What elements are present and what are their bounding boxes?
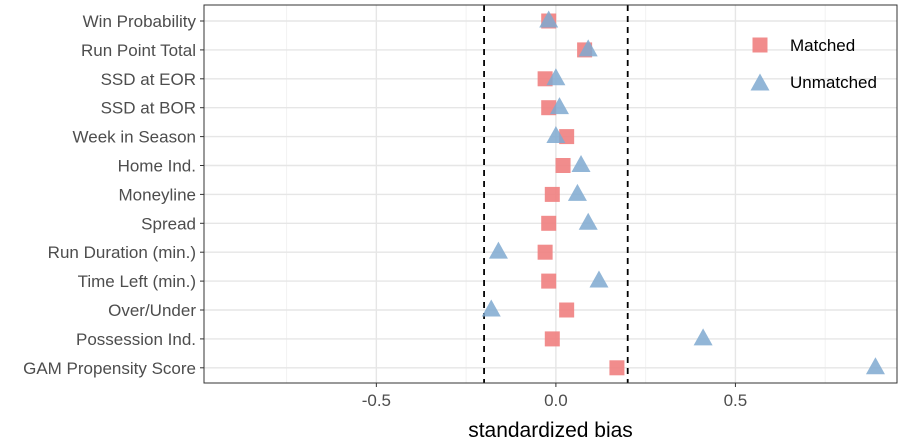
legend-label: Unmatched xyxy=(790,73,877,92)
y-tick-label: Week in Season xyxy=(73,128,196,147)
x-axis-ticks: -0.5 0.0 0.5 xyxy=(362,383,748,410)
y-tick-label: Spread xyxy=(141,214,196,233)
legend-key-unmatched xyxy=(750,73,770,91)
matched-point-11 xyxy=(544,331,560,347)
unmatched-point-10 xyxy=(481,299,501,317)
y-tick-label: SSD at EOR xyxy=(101,70,196,89)
reference-lines xyxy=(483,5,629,383)
y-tick-label: Win Probability xyxy=(83,12,197,31)
y-tick-label: Home Ind. xyxy=(118,157,196,176)
y-tick-label: GAM Propensity Score xyxy=(23,359,196,378)
y-axis-labels: Win Probability Run Point Total SSD at EOR… xyxy=(23,12,204,378)
y-tick-label: Over/Under xyxy=(108,301,196,320)
unmatched-point-8 xyxy=(488,241,508,259)
legend: Matched Unmatched xyxy=(750,36,877,92)
unmatched-point-11 xyxy=(693,328,713,346)
y-tick-label: Possession Ind. xyxy=(76,330,196,349)
unmatched-point-3 xyxy=(549,97,569,115)
matched-point-9 xyxy=(541,273,557,289)
unmatched-point-7 xyxy=(578,212,598,230)
unmatched-point-2 xyxy=(546,68,566,86)
legend-key-matched xyxy=(752,37,768,53)
y-tick-label: SSD at BOR xyxy=(101,99,196,118)
x-tick-label: -0.5 xyxy=(362,391,391,410)
matched-point-12 xyxy=(609,360,625,376)
y-tick-label: Time Left (min.) xyxy=(78,272,196,291)
unmatched-point-9 xyxy=(589,270,609,288)
unmatched-point-4 xyxy=(546,126,566,144)
x-tick-label: 0.0 xyxy=(544,391,568,410)
data-points xyxy=(481,10,885,376)
x-tick-label: 0.5 xyxy=(724,391,748,410)
x-axis-title: standardized bias xyxy=(468,419,633,442)
matched-point-7 xyxy=(541,215,557,231)
y-tick-label: Moneyline xyxy=(119,185,197,204)
matched-point-5 xyxy=(555,158,571,173)
y-tick-label: Run Duration (min.) xyxy=(48,243,196,262)
unmatched-point-5 xyxy=(571,154,591,172)
unmatched-point-6 xyxy=(567,183,587,201)
unmatched-point-1 xyxy=(578,39,598,57)
matched-point-10 xyxy=(559,302,575,318)
unmatched-point-0 xyxy=(539,10,559,28)
legend-label: Matched xyxy=(790,36,855,55)
matched-point-6 xyxy=(544,186,560,202)
matched-point-8 xyxy=(537,244,553,260)
y-tick-label: Run Point Total xyxy=(81,41,196,60)
unmatched-point-12 xyxy=(865,357,885,375)
